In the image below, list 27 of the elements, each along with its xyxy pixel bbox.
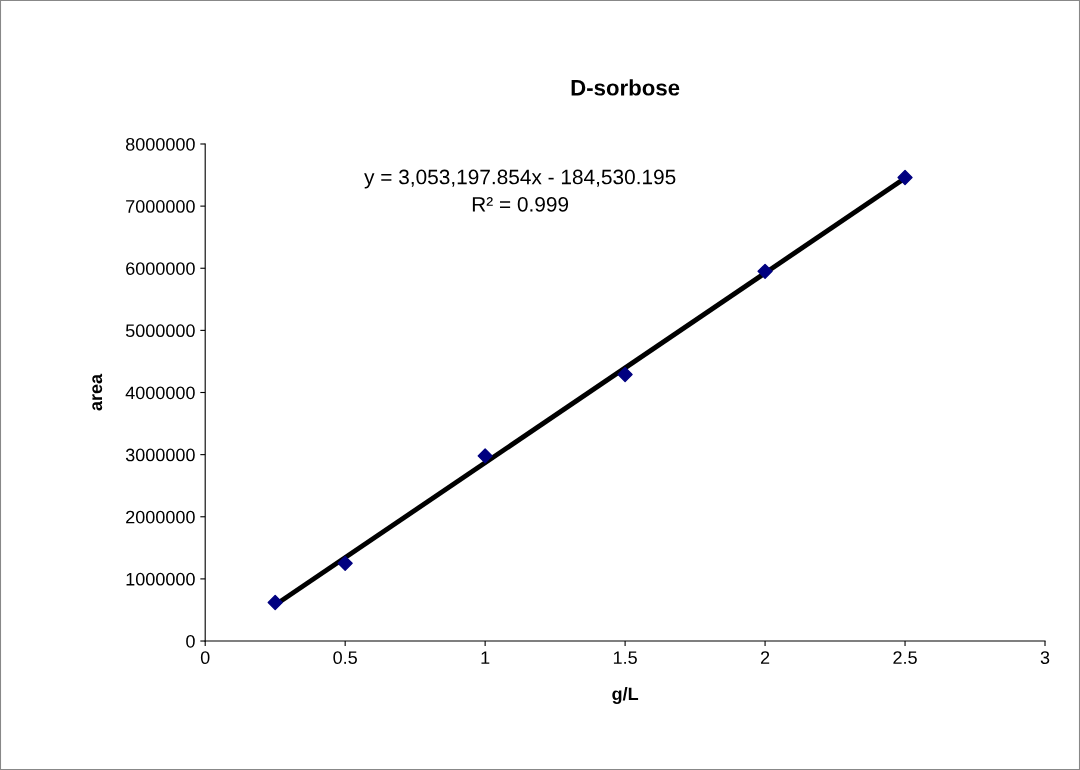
x-tick-label: 2 [760,651,770,664]
y-tick-label: 5000000 [125,324,195,338]
y-tick-label: 4000000 [125,386,195,400]
x-axis-title: g/L [612,687,639,704]
point [337,555,353,572]
y-tick-label: 3000000 [125,448,195,462]
y-tick-label: 6000000 [126,262,195,275]
x-tick-label: 0.5 [333,651,357,665]
y-tick-label: 8000000 [125,137,195,151]
chart-title: D-sorbose [571,79,680,96]
x-tick-label: 1.5 [613,651,637,665]
y-tick-label: 0 [186,634,195,648]
annotation: R² = 0.999 [472,196,569,212]
y-tick-label: 2000000 [126,510,195,524]
x-tick-label: 3 [1040,651,1050,665]
point [477,448,493,464]
y-tick-label: 1000000 [126,572,195,586]
y-tick-label: 7000000 [126,200,195,213]
point [617,366,633,383]
x-tick-label: 1 [481,651,490,664]
y-axis-title: area [92,373,103,411]
x-tick-label: 2.5 [893,651,917,665]
point [267,594,283,611]
point [897,169,913,186]
x-tick-label: 0 [200,651,210,665]
annotation: y = 3,053,197.854x - 184,530.195 [364,169,676,189]
point [757,263,773,279]
